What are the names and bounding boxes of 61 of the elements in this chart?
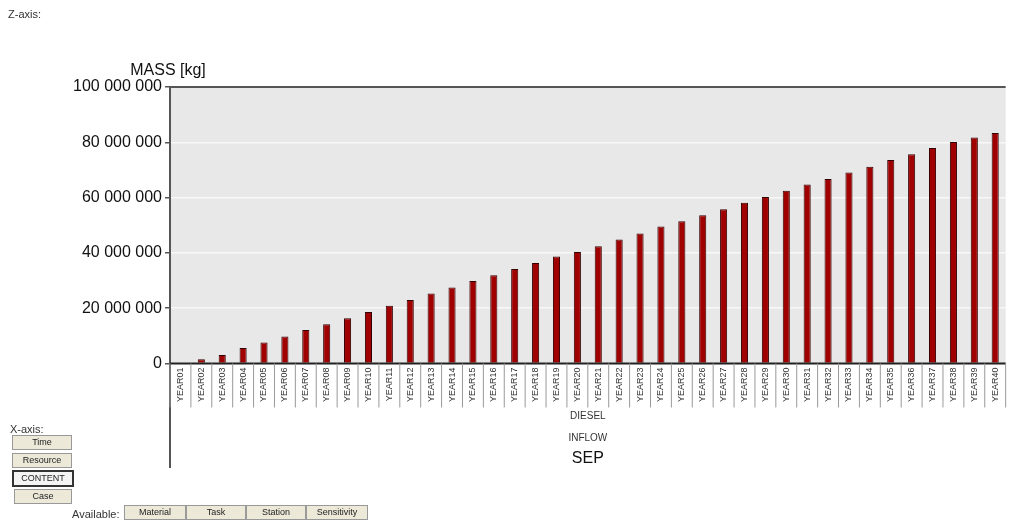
x-tick-label: YEAR16 (488, 367, 499, 403)
x-tick-label: YEAR40 (989, 367, 1000, 403)
x-tick-label: YEAR27 (718, 367, 729, 403)
text: Material (124, 505, 186, 520)
text: X-axis: (10, 423, 44, 435)
x-tick-label: YEAR33 (843, 367, 854, 403)
x-tick-label: YEAR28 (738, 367, 749, 403)
x-tick-label: YEAR24 (655, 367, 666, 403)
x-tick-label: YEAR08 (321, 367, 332, 403)
text: Case (14, 489, 72, 504)
text: Time (12, 435, 72, 450)
x-tick-label: YEAR07 (300, 367, 311, 403)
text: Z-axis: (8, 8, 41, 20)
y-tick-label: 20 000 000 (81, 298, 163, 316)
text: Available: (72, 508, 120, 520)
y-tick-label: 60 000 000 (81, 188, 163, 205)
x-tick-label: YEAR30 (780, 367, 791, 403)
y-tick-label: 100 000 000 (73, 77, 163, 95)
text: Task (186, 505, 246, 520)
x-tick-label: YEAR11 (383, 367, 394, 402)
x-tick-label: YEAR04 (237, 367, 248, 403)
x-tick-label: YEAR23 (634, 367, 645, 403)
x-tick-label: YEAR09 (342, 367, 353, 403)
y-tick-label: 0 (153, 353, 163, 371)
x-tick-label: YEAR29 (759, 367, 770, 403)
x-tick-label: YEAR36 (906, 367, 917, 403)
x-tick-label: YEAR32 (822, 367, 833, 403)
x-tick-label: YEAR05 (258, 367, 269, 403)
text: INFLOW (568, 431, 608, 443)
x-tick-label: YEAR35 (885, 367, 896, 403)
text: CONTENT (12, 470, 74, 487)
x-tick-label: YEAR38 (947, 367, 958, 403)
x-tick-label: YEAR06 (279, 367, 290, 403)
x-tick-label: YEAR39 (968, 367, 979, 403)
x-tick-label: YEAR25 (676, 367, 687, 403)
x-tick-label: YEAR15 (467, 367, 478, 403)
x-tick-label: YEAR10 (362, 367, 373, 403)
x-tick-label: YEAR21 (592, 367, 603, 403)
y-tick-label: 80 000 000 (81, 132, 163, 150)
x-axis-title: SEP (571, 449, 604, 467)
x-tick-label: YEAR03 (216, 367, 227, 403)
x-tick-label: YEAR18 (530, 367, 541, 403)
x-tick-label: YEAR14 (446, 367, 457, 403)
x-tick-label: YEAR12 (404, 367, 415, 403)
y-axis-title: MASS [kg] (130, 61, 206, 79)
x-tick-label: YEAR34 (864, 367, 875, 403)
x-tick-label: YEAR13 (425, 367, 436, 403)
x-tick-label: YEAR20 (571, 367, 582, 403)
text: Station (246, 505, 306, 520)
x-tick-label: YEAR37 (927, 367, 938, 403)
x-tick-label: YEAR19 (550, 367, 561, 403)
y-tick-label: 40 000 000 (81, 243, 163, 261)
x-tick-label: YEAR17 (509, 367, 520, 403)
x-tick-label: YEAR01 (174, 367, 185, 403)
text: Sensitivity (306, 505, 368, 520)
x-tick-label: YEAR31 (801, 367, 812, 403)
x-tick-label: YEAR26 (697, 367, 708, 403)
x-tick-label: YEAR02 (195, 367, 206, 403)
x-tick-label: YEAR22 (613, 367, 624, 403)
text: Resource (12, 453, 72, 468)
text: DIESEL (570, 409, 607, 421)
